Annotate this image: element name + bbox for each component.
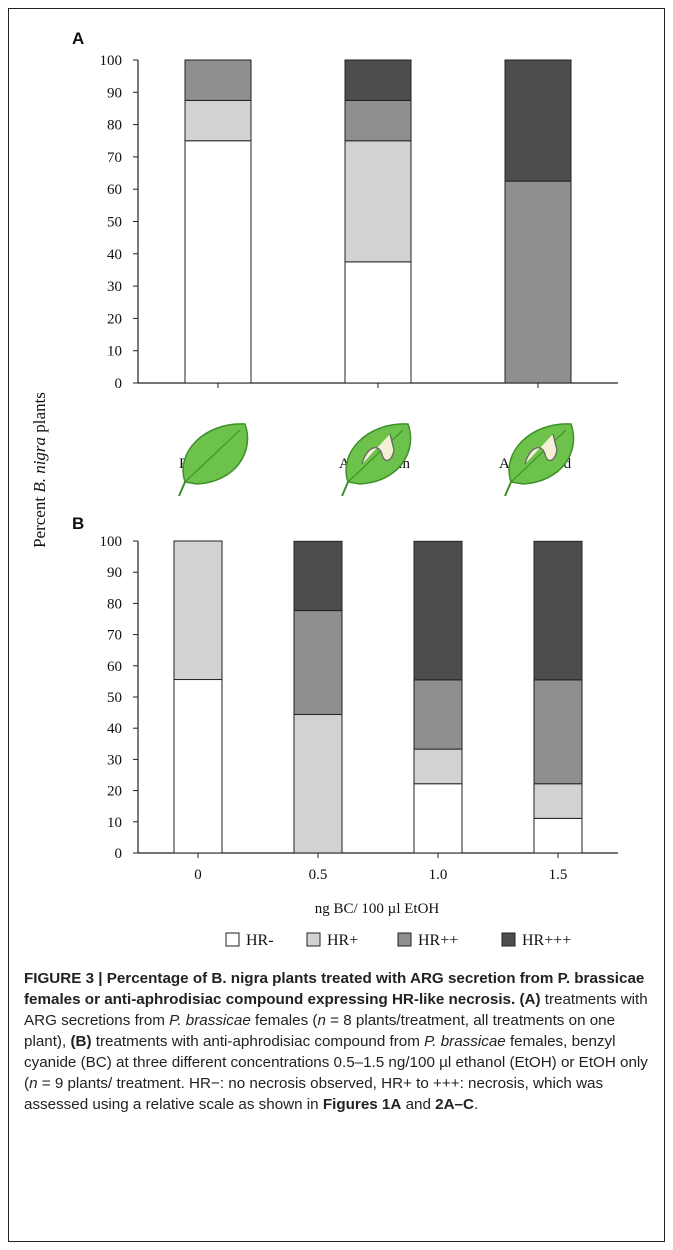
y-tick-label: 100 — [100, 534, 123, 550]
caption-species: P. brassicae — [169, 1012, 251, 1029]
bar-segment-hrpp — [293, 610, 343, 715]
leaf-with-secretion-icon — [504, 423, 575, 497]
bar-segment-hrpp — [504, 180, 572, 384]
caption-text: treatments with ARG secretions from — [24, 991, 648, 1029]
x-tick-label: 1.0 — [429, 867, 448, 883]
y-tick-label: 60 — [107, 659, 122, 675]
bar-segment-hrm — [533, 817, 583, 854]
bar-segment-hrp — [344, 140, 412, 263]
y-tick-label: 40 — [107, 721, 122, 737]
chart-panel-b: 0 10 20 30 40 50 60 70 80 90 100 0 0.5 1.0 1.5 — [100, 534, 618, 883]
caption-species: P. brassicae — [424, 1033, 506, 1050]
y-tick-label: 20 — [107, 784, 122, 800]
figure-canvas: A B Percent B. nigra plants 0 10 20 30 40 50 6… — [30, 29, 618, 949]
caption-ref-a: (A) — [519, 991, 541, 1008]
y-tick-label: 10 — [107, 815, 122, 831]
bar-segment-hrp — [173, 540, 223, 681]
bar-segment-hrp — [413, 748, 463, 785]
x-tick-label: 1.5 — [549, 867, 568, 883]
panel-b-label: B — [72, 514, 84, 533]
caption-n: n — [29, 1075, 38, 1092]
caption-text: treatments with anti-aphrodisiac compoun… — [91, 1033, 425, 1050]
bar-segment-hrm — [184, 140, 252, 384]
x-tick-label: 0.5 — [309, 867, 328, 883]
chart-panel-a: 0102030405060708090100PBSARG virginARG m… — [100, 53, 618, 472]
bar-segment-hrppp — [533, 540, 583, 681]
bar-segment-hrm — [173, 679, 223, 854]
y-tick-label: 50 — [107, 690, 122, 706]
y-tick-label: 40 — [107, 247, 122, 263]
figure-caption: FIGURE 3 | Percentage of B. nigra plants… — [24, 968, 652, 1115]
bar-segment-hrp — [293, 713, 343, 854]
caption-text: = 9 plants/ treatment. HR−: no necrosis … — [24, 1075, 604, 1113]
figure-frame — [8, 8, 665, 1242]
x-axis-title-b: ng BC/ 100 µl EtOH — [315, 901, 440, 917]
legend-swatch — [225, 932, 240, 947]
y-tick-label: 0 — [115, 846, 123, 862]
y-tick-label: 50 — [107, 215, 122, 231]
legend-swatch — [501, 932, 516, 947]
y-tick-label: 30 — [107, 752, 122, 768]
legend-label: HR+ — [327, 932, 358, 949]
y-tick-label: 20 — [107, 311, 122, 327]
caption-n: n — [317, 1012, 326, 1029]
legend-label: HR+++ — [522, 932, 571, 949]
y-tick-label: 80 — [107, 118, 122, 134]
y-tick-label: 10 — [107, 344, 122, 360]
bar-segment-hrm — [344, 261, 412, 384]
legend-label: HR++ — [418, 932, 458, 949]
caption-figure-ref: Figures 1A — [322, 1096, 402, 1113]
y-axis-title-species: B. nigra — [30, 437, 49, 493]
y-axis-title: Percent B. nigra plants — [30, 392, 49, 548]
bar-segment-hrppp — [504, 59, 572, 182]
y-axis-title-prefix: Percent — [30, 497, 49, 548]
y-axis-title-suffix: plants — [30, 392, 49, 433]
bar-segment-hrp — [184, 99, 252, 142]
bar-segment-hrpp — [184, 59, 252, 101]
x-tick-label: 0 — [194, 867, 202, 883]
bar-segment-hrppp — [293, 540, 343, 612]
y-tick-label: 70 — [107, 150, 122, 166]
caption-text: females, benzyl cyanide (BC) at three di… — [24, 1033, 648, 1092]
y-tick-label: 70 — [107, 628, 122, 644]
bar-segment-hrppp — [413, 540, 463, 681]
caption-figure-ref: 2A–C — [435, 1096, 474, 1113]
y-tick-label: 60 — [107, 182, 122, 198]
caption-text: females ( — [250, 1012, 318, 1029]
legend-label: HR- — [246, 932, 274, 949]
y-tick-label: 90 — [107, 85, 122, 101]
caption-text: = 8 plants/treatment, all treatments on … — [24, 1012, 616, 1050]
y-tick-label: 0 — [115, 376, 123, 392]
y-tick-label: 30 — [107, 279, 122, 295]
legend: HR- HR+ HR++ HR+++ — [225, 932, 571, 949]
caption-ref-b: (B) — [70, 1033, 92, 1050]
leaf-with-secretion-icon — [341, 423, 412, 497]
bar-segment-hrpp — [413, 679, 463, 750]
caption-text: and — [401, 1096, 436, 1113]
bar-segment-hrpp — [344, 99, 412, 142]
bar-segment-hrp — [533, 783, 583, 819]
bar-segment-hrm — [413, 783, 463, 854]
legend-swatch — [397, 932, 412, 947]
caption-text: . — [473, 1096, 479, 1113]
y-tick-label: 90 — [107, 565, 122, 581]
bar-segment-hrpp — [533, 679, 583, 785]
y-tick-label: 80 — [107, 596, 122, 612]
panel-a-label: A — [72, 29, 84, 48]
caption-title: FIGURE 3 | Percentage of B. nigra plants… — [24, 970, 645, 1008]
bar-segment-hrppp — [344, 59, 412, 101]
leaf-icon — [178, 423, 249, 497]
y-tick-label: 100 — [100, 53, 123, 69]
legend-swatch — [306, 932, 321, 947]
